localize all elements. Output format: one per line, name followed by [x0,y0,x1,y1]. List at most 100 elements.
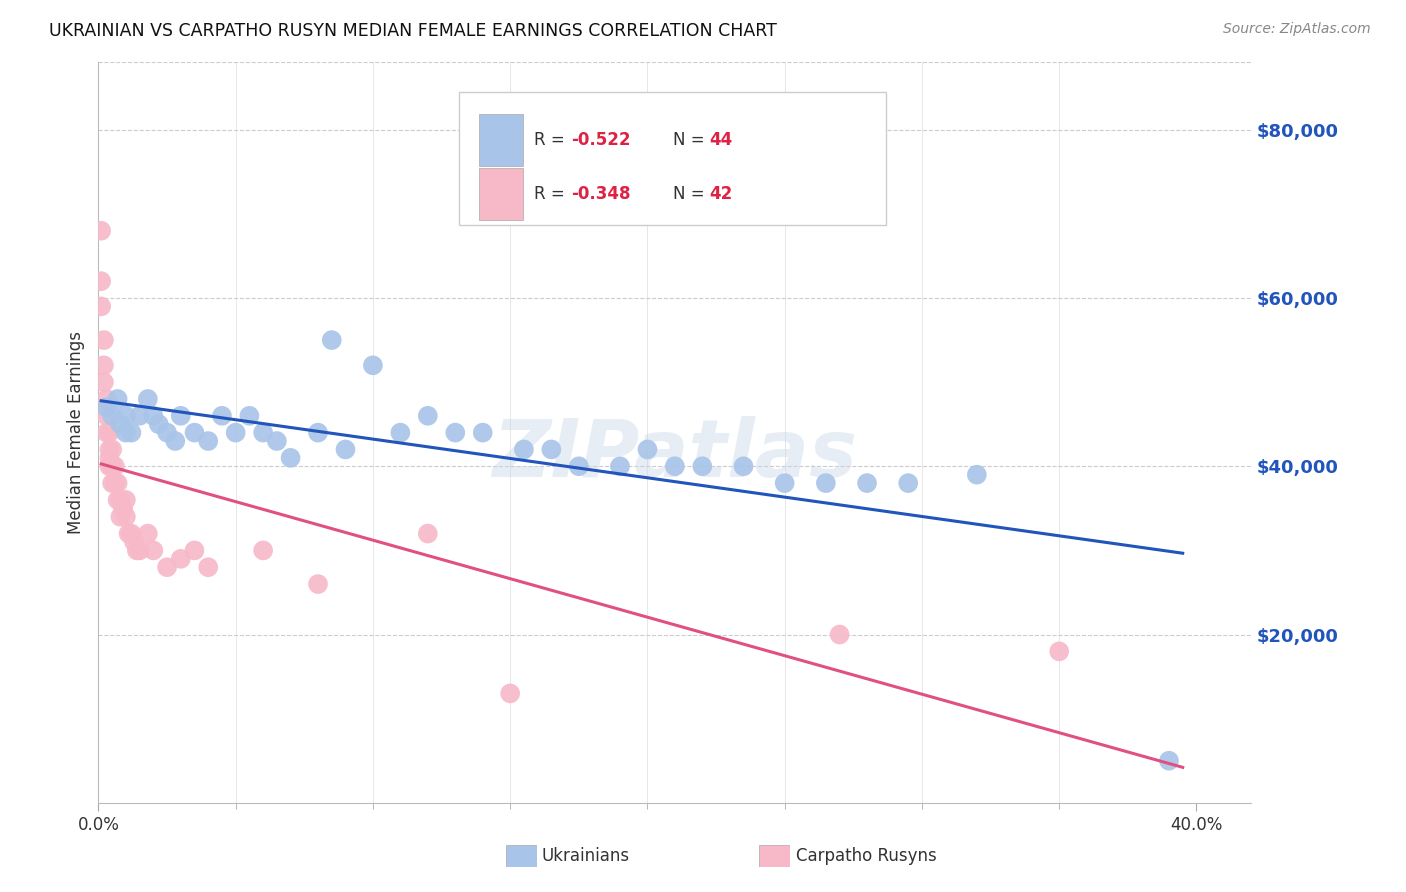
Point [107,392,129,406]
Point [814,476,837,491]
Point [90,300,112,314]
Point [98,425,121,440]
Point [609,459,631,474]
Point [142,409,165,423]
Point [471,425,494,440]
Point [96,409,118,423]
Point [136,392,159,406]
Point [125,543,148,558]
Text: R =: R = [534,185,571,202]
Point [136,526,159,541]
Point [183,425,205,440]
Point [773,476,796,491]
Point [122,535,145,549]
Point [499,686,522,700]
Point [98,442,121,457]
Point [148,417,170,432]
Point [110,417,132,432]
Text: Source: ZipAtlas.com: Source: ZipAtlas.com [1223,22,1371,37]
Point [1157,754,1180,768]
Point [115,492,138,507]
Point [197,560,219,574]
Text: 42: 42 [710,185,733,202]
Text: -0.522: -0.522 [571,131,631,149]
Point [568,459,591,474]
Text: ZIPatlas: ZIPatlas [492,416,858,494]
Point [120,526,142,541]
Point [266,434,288,448]
Point [104,476,127,491]
Point [110,509,132,524]
Point [115,409,138,423]
Point [101,409,124,423]
Point [335,442,357,457]
Point [389,425,412,440]
Point [966,467,988,482]
Point [1047,644,1070,658]
Point [101,442,124,457]
Point [856,476,879,491]
Point [307,425,329,440]
Point [90,274,112,288]
FancyBboxPatch shape [460,92,886,226]
Point [93,359,115,373]
Text: N =: N = [672,185,710,202]
Point [416,409,439,423]
Point [98,450,121,465]
Point [170,409,193,423]
Text: Carpatho Rusyns: Carpatho Rusyns [796,847,936,865]
Text: UKRAINIAN VS CARPATHO RUSYN MEDIAN FEMALE EARNINGS CORRELATION CHART: UKRAINIAN VS CARPATHO RUSYN MEDIAN FEMAL… [49,22,778,40]
Point [252,543,274,558]
Point [692,459,714,474]
Point [361,359,384,373]
Point [165,434,187,448]
Point [112,501,135,516]
Point [115,425,138,440]
Point [98,459,121,474]
Point [101,476,124,491]
Point [321,333,343,347]
Point [211,409,233,423]
Point [128,409,150,423]
Point [513,442,536,457]
Point [90,224,112,238]
Point [280,450,302,465]
Point [93,333,115,347]
Point [120,425,142,440]
Point [225,425,247,440]
Point [664,459,686,474]
Point [183,543,205,558]
Point [101,459,124,474]
Point [170,551,193,566]
Point [107,476,129,491]
Point [104,459,127,474]
Point [96,425,118,440]
Point [828,627,851,641]
Bar [479,114,523,166]
Point [897,476,920,491]
Bar [479,168,523,219]
Point [96,392,118,406]
Text: -0.348: -0.348 [571,185,631,202]
Point [733,459,755,474]
Text: N =: N = [672,131,710,149]
Point [110,492,132,507]
Text: 44: 44 [710,131,733,149]
Point [115,509,138,524]
Y-axis label: Median Female Earnings: Median Female Earnings [66,331,84,534]
Point [128,543,150,558]
Point [416,526,439,541]
Point [156,425,179,440]
Point [156,560,179,574]
Point [117,526,139,541]
Point [252,425,274,440]
Text: R =: R = [534,131,571,149]
Point [307,577,329,591]
Point [142,543,165,558]
Point [238,409,260,423]
Text: Ukrainians: Ukrainians [541,847,630,865]
Point [96,401,118,415]
Point [636,442,658,457]
Point [444,425,467,440]
Point [540,442,562,457]
